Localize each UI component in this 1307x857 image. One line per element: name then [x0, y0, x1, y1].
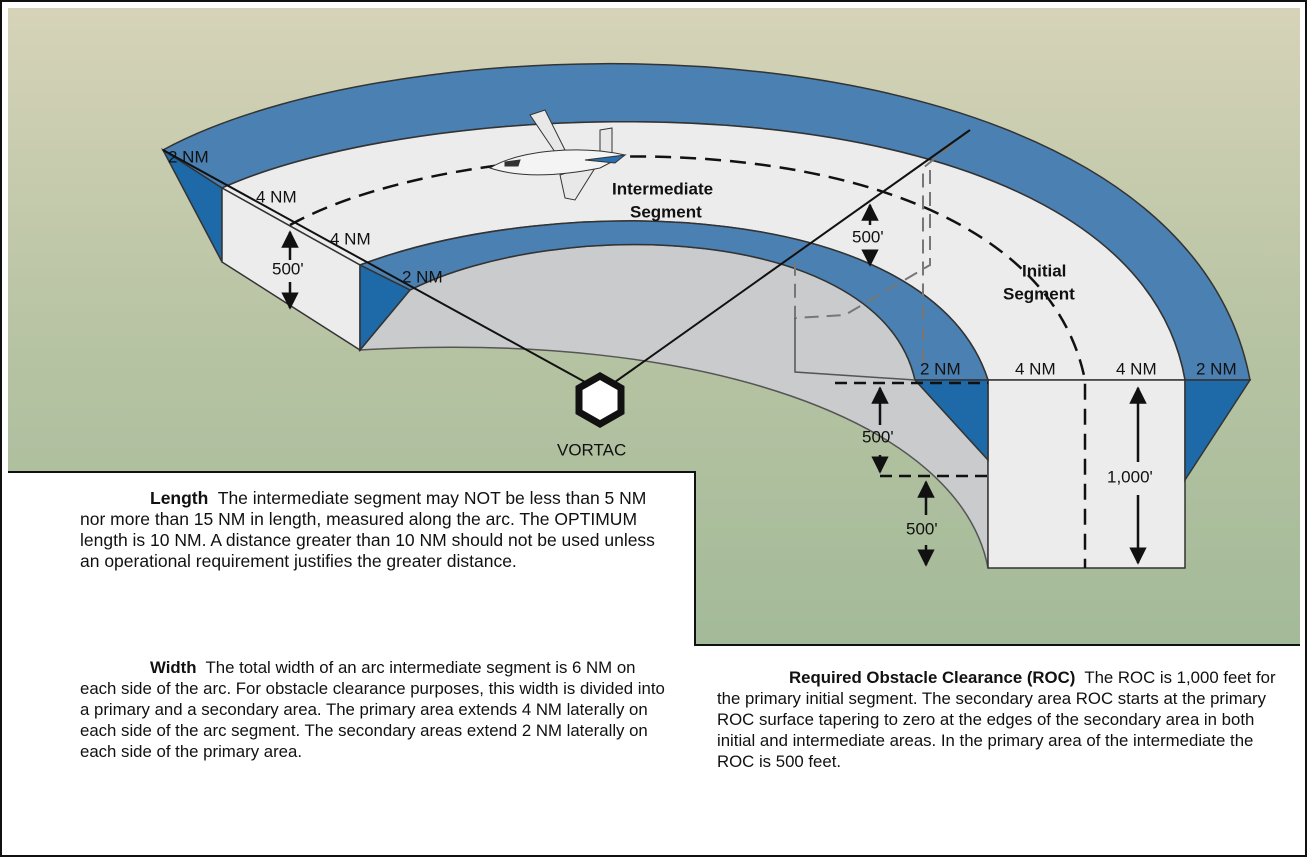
label: 500' — [272, 259, 304, 278]
label: Segment — [1003, 284, 1075, 303]
end-wall — [987, 379, 1186, 569]
radial — [162, 129, 971, 383]
plane — [794, 170, 931, 320]
plane — [794, 318, 916, 381]
label: 500' — [906, 519, 938, 538]
label: Segment — [630, 202, 702, 221]
paragraph-heading: Length — [150, 488, 209, 508]
label: 500' — [862, 427, 894, 446]
end-face — [913, 379, 989, 462]
airplane — [488, 109, 627, 201]
label: 4 NM — [1015, 359, 1056, 378]
centerline — [289, 155, 1087, 568]
level-line — [835, 381, 988, 478]
label: 2 NM — [1196, 359, 1237, 378]
paragraph: Required Obstacle Clearance (ROC) The RO… — [717, 667, 1292, 772]
paragraph-text: The total width of an arc intermediate s… — [80, 658, 665, 761]
paragraph: Width The total width of an arc intermed… — [80, 657, 665, 762]
paragraph: Length The intermediate segment may NOT … — [80, 488, 665, 572]
paragraph-heading: Width — [150, 658, 197, 677]
end-face — [359, 263, 412, 353]
paragraph-text: The intermediate segment may NOT be less… — [80, 488, 655, 571]
label: Intermediate — [612, 179, 713, 198]
label: Initial — [1022, 261, 1066, 280]
label: 2 NM — [402, 267, 443, 286]
label: 4 NM — [330, 229, 371, 248]
panel-edge — [8, 471, 1300, 646]
label: 2 NM — [168, 147, 209, 166]
label: VORTAC — [557, 440, 626, 459]
label: 1,000' — [1107, 467, 1153, 486]
label: 500' — [852, 227, 884, 246]
label: 4 NM — [1116, 359, 1157, 378]
label: 4 NM — [256, 187, 297, 206]
end-face — [1184, 379, 1252, 483]
vortac-symbol — [575, 371, 625, 429]
paragraph-heading: Required Obstacle Clearance (ROC) — [789, 668, 1076, 687]
arrow — [281, 203, 1147, 567]
paragraph-text: The ROC is 1,000 feet for the primary in… — [717, 668, 1276, 771]
label: 2 NM — [920, 359, 961, 378]
